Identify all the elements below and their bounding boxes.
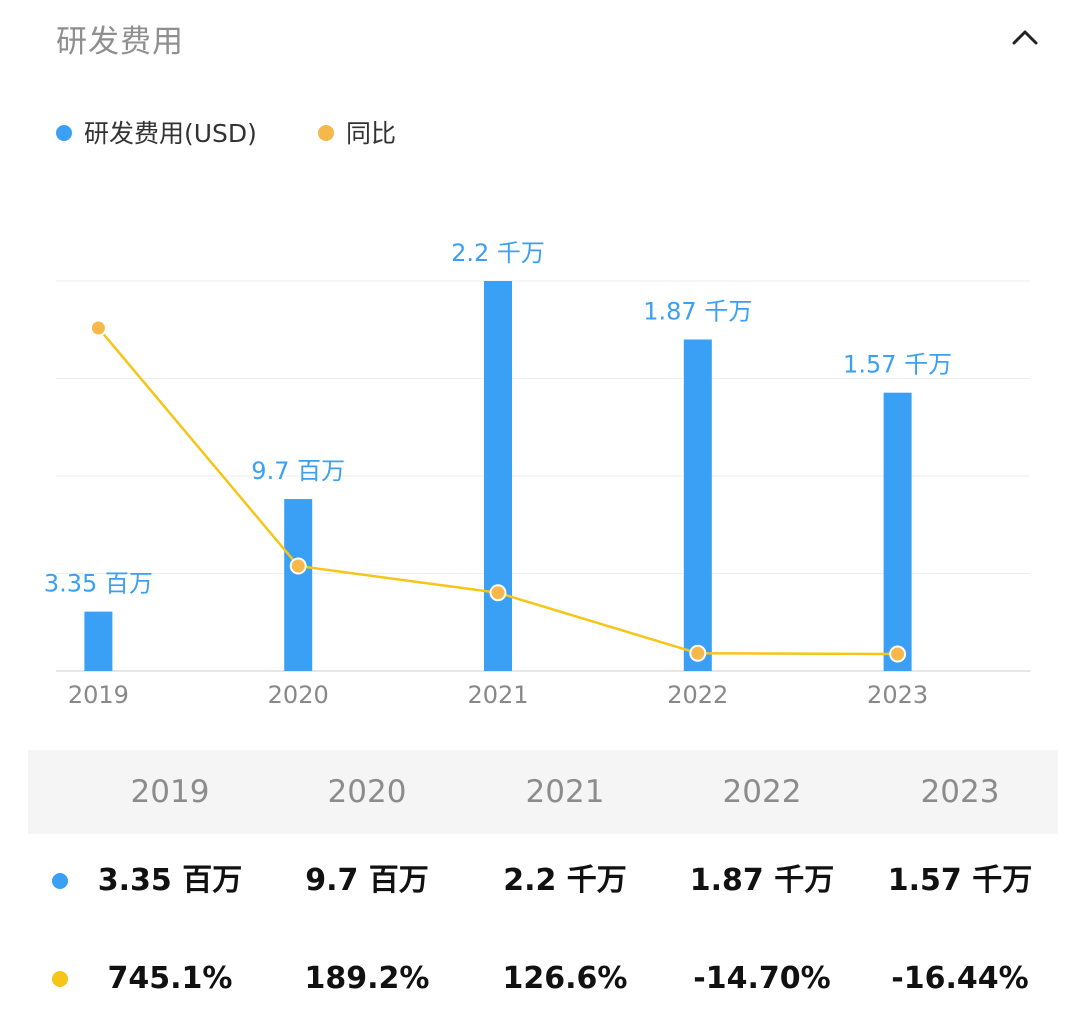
table-cell: 9.7 百万 [305,863,429,898]
bar-data-label: 1.57 千万 [843,351,952,379]
table-header: 2019 2020 2021 2022 2023 [28,750,1058,834]
yoy-point [489,584,507,602]
table-cell: 3.35 百万 [97,863,243,898]
table-header-cell: 2019 [130,774,210,810]
legend-item-rd-expense[interactable]: 研发费用(USD) [56,114,257,150]
combo-chart: 3.35 百万 9.7 百万 2.2 千万 1.87 千万 1.57 千万 2019 202… [44,239,1030,709]
bar-data-label: 2.2 千万 [451,239,545,267]
table-header-cell: 2023 [920,774,1000,810]
x-tick-label: 2021 [467,681,528,709]
yoy-point [289,557,307,575]
legend-dot-yoy [318,125,334,141]
x-tick-label: 2020 [268,681,329,709]
bar [84,611,113,671]
legend-item-yoy[interactable]: 同比 [318,114,396,150]
legend-label: 研发费用(USD) [84,119,257,148]
table-cell: 189.2% [304,961,430,996]
table-header-cell: 2021 [525,774,605,810]
x-tick-label: 2022 [667,681,728,709]
yoy-point [689,644,707,662]
table-row-rd-expense: 3.35 百万 9.7 百万 2.2 千万 1.87 千万 1.57 千万 [28,834,1058,928]
bar-data-label: 9.7 百万 [251,457,345,485]
table-cell: -14.70% [693,961,831,996]
legend-dot-rd-expense [56,125,72,141]
yoy-point [889,645,907,663]
legend-label: 同比 [346,119,397,148]
bar [284,499,313,671]
table-cell: 1.57 千万 [887,863,1033,898]
row-dot-yoy [52,971,68,987]
table-header-cell: 2020 [327,774,407,810]
data-table: 2019 2020 2021 2022 2023 3.35 百万 9.7 百万 … [28,750,1058,1032]
collapse-button[interactable] [1006,22,1044,52]
bar [683,339,712,671]
bar [484,281,512,671]
x-tick-label: 2023 [867,681,928,709]
chevron-up-icon [1012,30,1038,45]
x-tick-label: 2019 [68,681,129,709]
yoy-point [89,319,107,337]
table-cell: -16.44% [891,961,1029,996]
bar [883,392,912,671]
table-cell: 1.87 千万 [689,863,835,898]
row-dot-rd-expense [52,873,68,889]
table-cell: 2.2 千万 [503,863,627,898]
section-header: 研发费用 [0,0,1080,80]
section-title: 研发费用 [56,24,184,60]
bar-data-label: 1.87 千万 [643,298,752,326]
table-row-yoy: 745.1% 189.2% 126.6% -14.70% -16.44% [28,932,1058,1026]
table-cell: 126.6% [502,961,628,996]
bar-data-label: 3.35 百万 [44,570,153,598]
table-header-cell: 2022 [722,774,802,810]
table-cell: 745.1% [107,961,233,996]
